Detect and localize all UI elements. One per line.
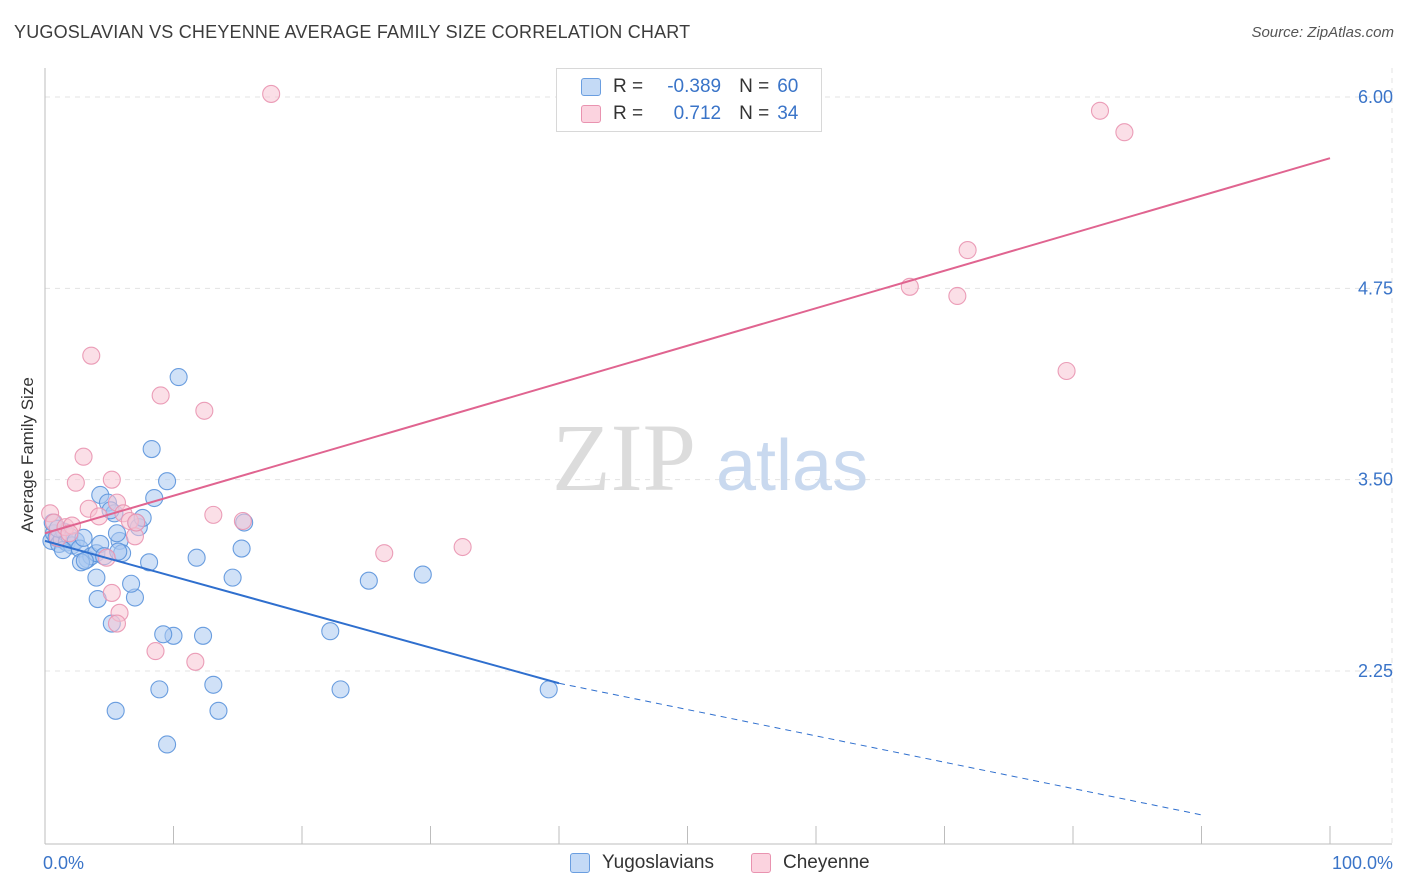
x-tick-label-max: 100.0% — [1332, 853, 1393, 873]
data-point-cheyenne — [262, 84, 281, 103]
data-point-cheyenne — [195, 401, 214, 420]
data-point-cheyenne — [958, 241, 977, 260]
data-point-yugoslavian — [209, 701, 228, 720]
axes — [44, 68, 1392, 845]
data-point-yugoslavian — [106, 701, 125, 720]
data-point-yugoslavian — [321, 622, 340, 641]
data-point-cheyenne — [146, 642, 165, 661]
data-point-cheyenne — [151, 386, 170, 405]
data-point-cheyenne — [127, 513, 146, 532]
legend-n-label: N = — [739, 76, 770, 97]
trend-lines — [44, 157, 1331, 816]
data-point-cheyenne — [60, 524, 79, 543]
series-legend: Yugoslavians Cheyenne — [0, 852, 1406, 878]
data-point-yugoslavian — [87, 568, 106, 587]
data-point-cheyenne — [204, 505, 223, 524]
legend-r-label: R = — [613, 103, 644, 124]
data-point-cheyenne — [375, 544, 394, 563]
data-point-cheyenne — [102, 470, 121, 489]
data-point-yugoslavian — [539, 680, 558, 699]
chart-title: YUGOSLAVIAN VS CHEYENNE AVERAGE FAMILY S… — [14, 22, 691, 42]
legend-swatch-cheyenne — [751, 853, 771, 873]
data-point-yugoslavian — [75, 551, 94, 570]
legend-swatch-pink — [581, 105, 601, 123]
data-point-cheyenne — [74, 447, 93, 466]
watermark-zip: ZIP — [552, 404, 696, 511]
x-tick-label-min: 0.0% — [43, 853, 84, 873]
trend-line-yugoslavian — [44, 539, 560, 685]
data-point-yugoslavian — [154, 625, 173, 644]
y-tick-label: 4.75 — [1358, 278, 1393, 298]
legend-r-value: -0.389 — [667, 76, 722, 97]
data-point-yugoslavian — [194, 626, 213, 645]
data-point-yugoslavian — [158, 735, 177, 754]
data-point-yugoslavian — [232, 539, 251, 558]
data-point-yugoslavian — [359, 571, 378, 590]
legend-label-yugoslavians: Yugoslavians — [602, 852, 714, 873]
data-point-cheyenne — [82, 346, 101, 365]
legend-item-yugoslavians[interactable]: Yugoslavians — [570, 852, 714, 874]
data-point-yugoslavian — [140, 553, 159, 572]
data-point-yugoslavian — [122, 574, 141, 593]
data-point-yugoslavian — [187, 548, 206, 567]
legend-label-cheyenne: Cheyenne — [783, 852, 870, 873]
data-point-cheyenne — [1115, 123, 1134, 142]
data-point-yugoslavian — [158, 472, 177, 491]
trend-line-yugoslavian-extension — [558, 682, 1202, 816]
data-point-cheyenne — [89, 507, 109, 526]
data-point-cheyenne — [66, 473, 85, 492]
data-point-yugoslavian — [107, 524, 127, 543]
data-point-cheyenne — [453, 537, 472, 557]
legend-r-value: 0.712 — [673, 103, 722, 124]
correlation-legend: R = -0.389 N = 60 R = 0.712 N = 34 — [556, 68, 822, 132]
data-point-yugoslavian — [223, 568, 242, 587]
data-point-cheyenne — [233, 511, 252, 531]
data-point-cheyenne — [186, 652, 205, 671]
legend-n-value: 34 — [777, 103, 799, 124]
data-point-cheyenne — [948, 286, 967, 306]
trend-line-cheyenne — [44, 157, 1331, 535]
legend-swatch-yugoslavians — [570, 853, 590, 873]
data-point-yugoslavian — [169, 368, 188, 387]
data-point-yugoslavian — [413, 565, 432, 584]
data-point-cheyenne — [102, 583, 121, 602]
data-point-yugoslavian — [142, 440, 161, 459]
y-tick-label: 3.50 — [1358, 470, 1393, 490]
source-label: Source: ZipAtlas.com — [1251, 24, 1394, 41]
data-point-cheyenne — [107, 614, 127, 633]
data-point-yugoslavian — [331, 680, 350, 699]
data-point-yugoslavian — [204, 675, 223, 694]
legend-swatch-blue — [581, 78, 601, 96]
legend-n-value: 60 — [777, 76, 799, 97]
legend-row-yugoslavians: R = -0.389 N = 60 — [581, 74, 817, 100]
data-point-yugoslavian — [150, 680, 169, 699]
cheyenne-points — [41, 84, 1134, 671]
legend-item-cheyenne[interactable]: Cheyenne — [751, 852, 870, 874]
legend-r-label: R = — [613, 76, 644, 97]
tick-labels: 2.25 3.50 4.75 6.00 0.0% 100.0% — [43, 87, 1393, 873]
legend-row-cheyenne: R = 0.712 N = 34 — [581, 101, 817, 127]
y-tick-label: 6.00 — [1358, 87, 1393, 107]
legend-n-label: N = — [739, 103, 770, 124]
watermark-atlas: atlas — [716, 426, 868, 506]
data-point-cheyenne — [1057, 361, 1076, 381]
y-tick-label: 2.25 — [1358, 661, 1393, 681]
data-point-cheyenne — [1090, 101, 1110, 120]
